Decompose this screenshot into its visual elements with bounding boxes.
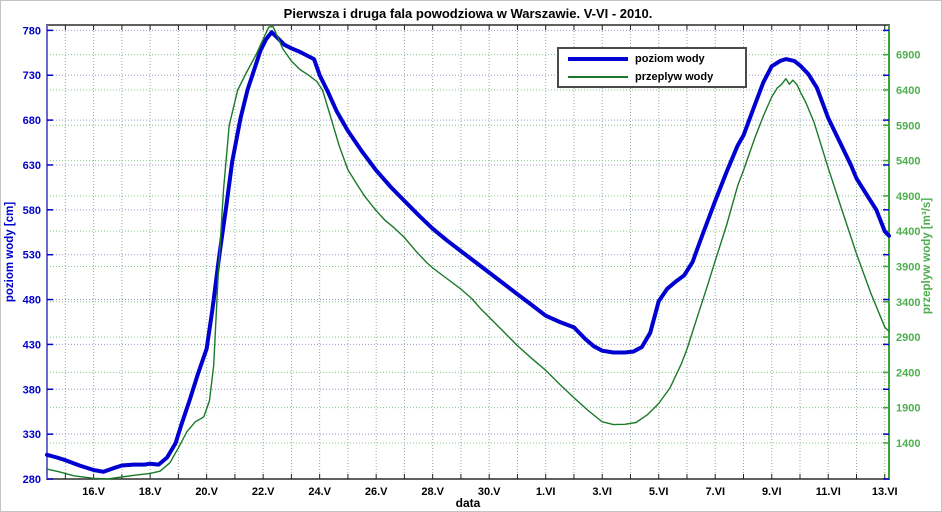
right-tick-label: 2900 [896,332,920,344]
left-axis-label: poziom wody [cm] [4,201,16,303]
right-tick-label: 1900 [896,403,920,415]
right-tick-label: 1400 [896,438,920,450]
legend-label-przeplyw-wody: przeplyw wody [635,70,714,83]
x-tick-label: 16.V [82,486,105,498]
left-tick-label: 680 [23,115,41,127]
left-tick-label: 580 [23,205,41,217]
x-tick-label: 3.VI [592,486,612,498]
legend-label-poziom-wody: poziom wody [635,52,705,65]
legend-line-sample-przeplyw-wody [568,75,628,78]
left-tick-label: 280 [23,474,41,486]
x-axis-label: data [455,496,481,510]
right-tick-label: 4900 [896,191,920,203]
right-tick-label: 3400 [896,297,920,309]
right-tick-label: 2400 [896,367,920,379]
x-tick-label: 1.VI [536,486,556,498]
x-tick-label: 26.V [365,486,388,498]
left-tick-label: 430 [23,339,41,351]
left-tick-label: 630 [23,160,41,172]
left-tick-label: 530 [23,250,41,262]
legend-line-sample-poziom-wody [568,56,628,61]
right-tick-label: 5900 [896,120,920,132]
x-tick-label: 5.VI [649,486,669,498]
legend: poziom wody przeplyw wody [557,47,747,88]
right-tick-label: 5400 [896,156,920,168]
x-tick-label: 7.VI [705,486,725,498]
right-tick-label: 6400 [896,85,920,97]
legend-entry-przeplyw-wody: przeplyw wody [559,68,745,85]
chart-title: Pierwsza i druga fala powodziowa w Warsz… [283,6,653,21]
series-line-poziom-wody [45,30,891,474]
x-tick-label: 11.VI [816,486,841,498]
right-tick-label: 4400 [896,226,920,238]
right-tick-label: 6900 [896,50,920,62]
x-tick-label: 9.VI [762,486,782,498]
x-tick-label: 13.VI [872,486,898,498]
left-tick-label: 330 [23,429,41,441]
left-tick-label: 780 [23,25,41,37]
right-axis-label: przeplyw wody [m³/s] [921,197,933,315]
left-tick-label: 380 [23,384,41,396]
x-tick-label: 22.V [252,486,275,498]
x-tick-label: 20.V [195,486,218,498]
series-line-przeplyw-wody [46,25,890,480]
left-tick-label: 730 [23,70,41,82]
x-tick-label: 28.V [421,486,444,498]
x-tick-label: 30.V [478,486,501,498]
x-tick-label: 18.V [139,486,162,498]
right-tick-label: 3900 [896,261,920,273]
left-tick-label: 480 [23,295,41,307]
legend-entry-poziom-wody: poziom wody [559,50,745,67]
x-tick-label: 24.V [308,486,331,498]
